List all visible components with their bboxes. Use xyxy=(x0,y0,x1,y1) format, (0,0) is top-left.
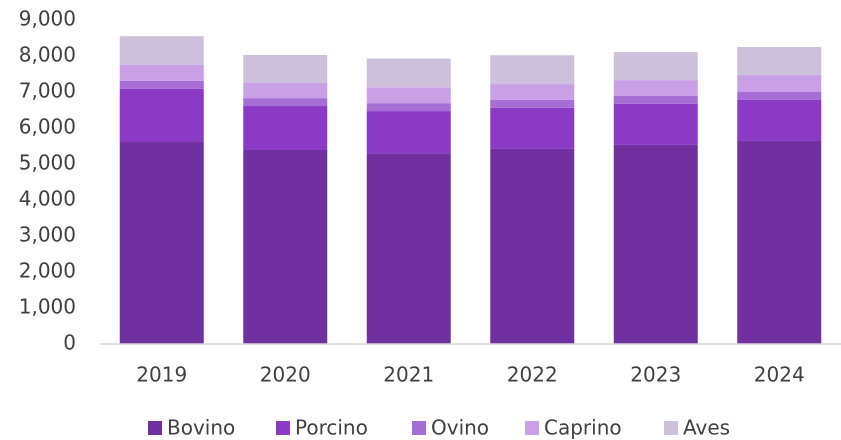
legend-swatch xyxy=(412,421,426,435)
x-tick-label: 2021 xyxy=(383,363,434,387)
legend-label: Porcino xyxy=(295,416,368,440)
bar-segment xyxy=(490,107,575,149)
bar-segment xyxy=(737,140,822,344)
bar-segment xyxy=(119,65,204,81)
legend-label: Caprino xyxy=(544,416,622,440)
bar-segment xyxy=(366,103,451,112)
legend-swatch xyxy=(276,421,290,435)
bar-segment xyxy=(490,55,575,85)
y-tick-label: 1,000 xyxy=(19,295,76,319)
bar-segment xyxy=(737,47,822,76)
bar-segment xyxy=(119,142,204,344)
bar-segment xyxy=(490,84,575,100)
legend-label: Aves xyxy=(683,416,730,440)
bar-segment xyxy=(613,95,698,104)
bar-segment xyxy=(243,149,328,344)
legend-swatch xyxy=(148,421,162,435)
x-tick-label: 2024 xyxy=(754,363,805,387)
legend-label: Ovino xyxy=(431,416,489,440)
bar-segment xyxy=(243,106,328,150)
bar-segment xyxy=(613,103,698,145)
bar-segment xyxy=(737,99,822,141)
x-tick-label: 2022 xyxy=(507,363,558,387)
y-tick-label: 8,000 xyxy=(19,43,76,67)
x-tick-label: 2020 xyxy=(260,363,311,387)
x-tick-label: 2019 xyxy=(136,363,187,387)
bar-segment xyxy=(613,144,698,344)
y-tick-label: 4,000 xyxy=(19,187,76,211)
x-tick-label: 2023 xyxy=(630,363,681,387)
bar-segment xyxy=(737,75,822,92)
bar-segment xyxy=(366,87,451,104)
legend-swatch xyxy=(664,421,678,435)
y-tick-label: 0 xyxy=(63,331,76,355)
bar-segment xyxy=(490,148,575,344)
legend-label: Bovino xyxy=(167,416,235,440)
bar-segment xyxy=(243,83,328,99)
y-tick-label: 5,000 xyxy=(19,151,76,175)
bar-segment xyxy=(243,98,328,107)
bar-segment xyxy=(366,58,451,88)
y-tick-label: 2,000 xyxy=(19,259,76,283)
bar-segment xyxy=(490,99,575,108)
y-tick-label: 9,000 xyxy=(19,7,76,31)
bar-segment xyxy=(119,80,204,89)
bar-segment xyxy=(613,52,698,81)
y-tick-label: 6,000 xyxy=(19,115,76,139)
y-tick-label: 3,000 xyxy=(19,223,76,247)
legend-swatch xyxy=(525,421,539,435)
bar-segment xyxy=(613,80,698,96)
bar-segment xyxy=(119,88,204,143)
bar-segment xyxy=(366,111,451,154)
bar-segment xyxy=(737,92,822,100)
bar-segment xyxy=(119,36,204,65)
y-tick-label: 7,000 xyxy=(19,79,76,103)
bar-segment xyxy=(366,153,451,344)
bar-segment xyxy=(243,54,328,83)
